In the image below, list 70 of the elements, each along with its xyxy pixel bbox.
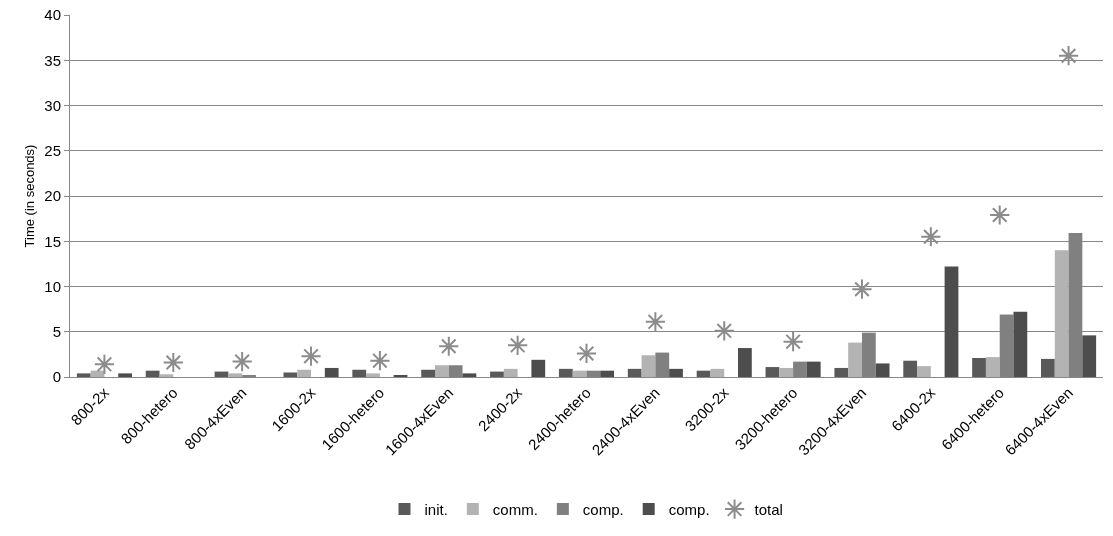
point bbox=[1057, 45, 1080, 67]
bar bbox=[985, 357, 1000, 377]
y-tick-label: 10 bbox=[44, 277, 61, 295]
bar bbox=[710, 368, 725, 377]
bar bbox=[944, 266, 959, 377]
bar bbox=[1013, 311, 1028, 377]
point bbox=[438, 335, 460, 357]
y-tick-label: 5 bbox=[52, 323, 61, 340]
bar bbox=[159, 374, 174, 377]
point bbox=[644, 311, 666, 333]
point bbox=[713, 320, 735, 342]
point bbox=[575, 342, 598, 365]
legend-label: comm. bbox=[492, 500, 538, 518]
bar bbox=[1082, 335, 1097, 377]
bar bbox=[779, 367, 794, 377]
legend-label: comp. bbox=[668, 500, 710, 518]
bar bbox=[118, 373, 132, 377]
bar bbox=[531, 359, 546, 377]
point bbox=[369, 350, 391, 372]
bar bbox=[600, 370, 615, 377]
bar bbox=[421, 369, 435, 377]
bar bbox=[228, 373, 243, 377]
bar bbox=[765, 367, 780, 377]
y-tick-label: 35 bbox=[44, 51, 61, 69]
bar bbox=[558, 368, 573, 377]
bar bbox=[283, 372, 298, 377]
bar bbox=[627, 368, 642, 377]
bar bbox=[696, 370, 711, 377]
bar bbox=[972, 358, 986, 377]
bar bbox=[848, 342, 862, 377]
bar bbox=[572, 370, 587, 377]
legend-label: init. bbox=[424, 500, 448, 518]
point bbox=[162, 351, 184, 374]
bar bbox=[738, 348, 752, 377]
y-tick-label: 15 bbox=[44, 232, 61, 250]
y-tick-label: 40 bbox=[44, 6, 61, 24]
y-tick-label: 30 bbox=[44, 96, 61, 114]
point bbox=[231, 351, 253, 373]
bar bbox=[503, 368, 518, 377]
bar bbox=[903, 360, 918, 377]
legend-label: comp. bbox=[582, 500, 624, 518]
point bbox=[507, 334, 529, 356]
bar bbox=[1054, 250, 1069, 377]
bar bbox=[1041, 358, 1055, 377]
bar bbox=[669, 368, 683, 377]
point bbox=[782, 331, 804, 353]
point bbox=[851, 278, 873, 300]
y-tick-label: 25 bbox=[44, 142, 61, 159]
y-tick-label: 20 bbox=[44, 187, 61, 205]
point bbox=[989, 204, 1011, 226]
bar bbox=[434, 365, 449, 377]
bar bbox=[366, 373, 380, 377]
bar bbox=[875, 363, 890, 377]
bar bbox=[76, 373, 91, 377]
bar bbox=[324, 367, 339, 377]
bar bbox=[490, 371, 504, 377]
bar bbox=[145, 370, 160, 377]
bar bbox=[834, 367, 849, 377]
bar bbox=[462, 373, 477, 377]
legend-label: total bbox=[754, 500, 783, 518]
point bbox=[920, 226, 942, 248]
point bbox=[93, 353, 116, 375]
bar bbox=[352, 369, 367, 377]
bar bbox=[806, 361, 821, 377]
y-axis-title: Time (in seconds) bbox=[22, 144, 37, 248]
bar bbox=[297, 369, 312, 377]
point bbox=[300, 345, 322, 367]
bar bbox=[641, 355, 656, 377]
bar bbox=[917, 366, 931, 377]
y-tick-label: 0 bbox=[52, 368, 61, 386]
